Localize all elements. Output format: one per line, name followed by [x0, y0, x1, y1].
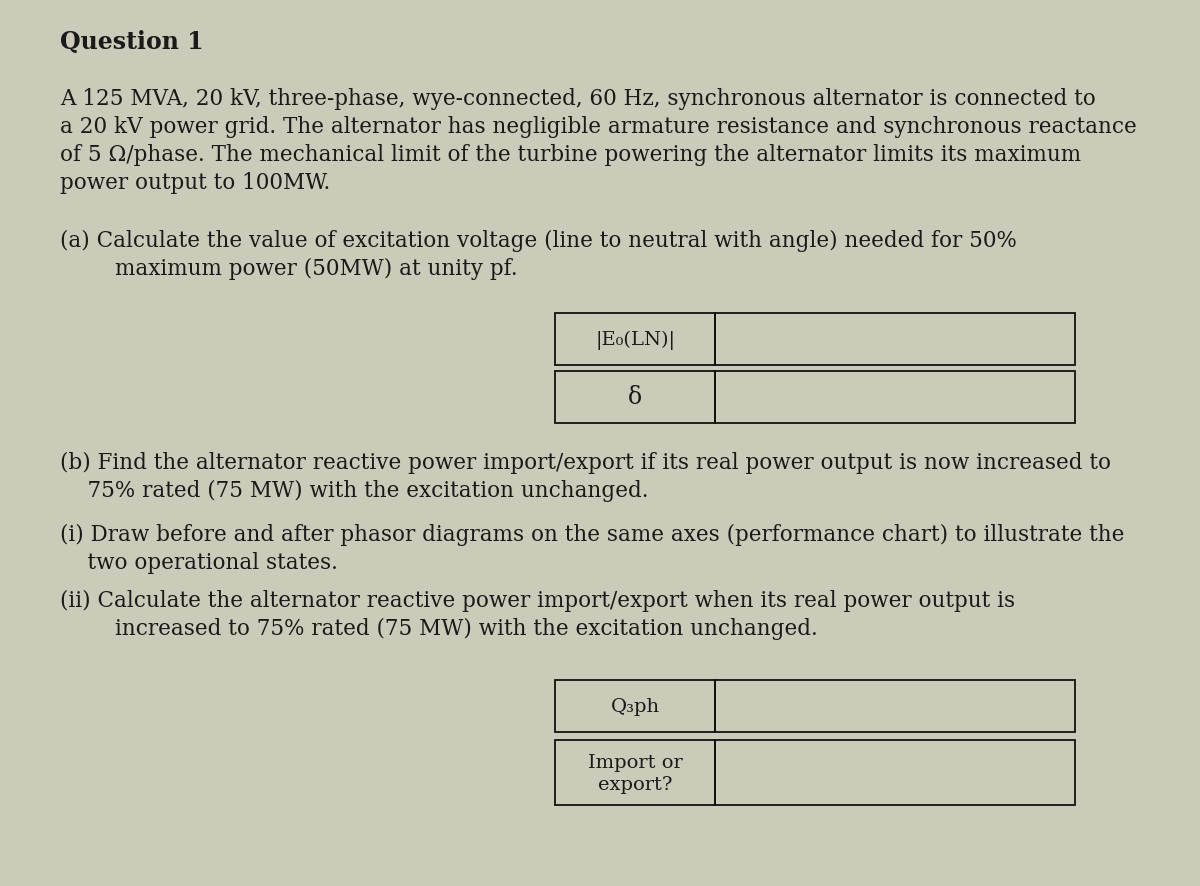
- Text: Question 1: Question 1: [60, 30, 204, 54]
- Bar: [715, 680, 1075, 732]
- Text: maximum power (50MW) at unity pf.: maximum power (50MW) at unity pf.: [60, 258, 517, 280]
- Text: (i) Draw before and after phasor diagrams on the same axes (performance chart) t: (i) Draw before and after phasor diagram…: [60, 524, 1124, 546]
- Text: a 20 kV power grid. The alternator has negligible armature resistance and synchr: a 20 kV power grid. The alternator has n…: [60, 116, 1136, 138]
- Text: Q₃ph: Q₃ph: [611, 697, 660, 715]
- Text: 75% rated (75 MW) with the excitation unchanged.: 75% rated (75 MW) with the excitation un…: [60, 479, 648, 501]
- Text: export?: export?: [598, 775, 672, 794]
- Text: |E₀(LN)|: |E₀(LN)|: [595, 330, 674, 349]
- Bar: [554, 740, 715, 805]
- Bar: [554, 680, 715, 732]
- Text: of 5 Ω/phase. The mechanical limit of the turbine powering the alternator limits: of 5 Ω/phase. The mechanical limit of th…: [60, 144, 1081, 166]
- Bar: [715, 314, 1075, 366]
- Text: two operational states.: two operational states.: [60, 551, 338, 573]
- Bar: [715, 371, 1075, 424]
- Bar: [554, 371, 715, 424]
- Text: increased to 75% rated (75 MW) with the excitation unchanged.: increased to 75% rated (75 MW) with the …: [60, 618, 817, 640]
- Text: δ: δ: [628, 386, 642, 409]
- Bar: [715, 740, 1075, 805]
- Text: power output to 100MW.: power output to 100MW.: [60, 172, 330, 194]
- Text: (ii) Calculate the alternator reactive power import/export when its real power o: (ii) Calculate the alternator reactive p…: [60, 589, 1015, 611]
- Text: Import or: Import or: [588, 754, 683, 772]
- Text: (a) Calculate the value of excitation voltage (line to neutral with angle) neede: (a) Calculate the value of excitation vo…: [60, 229, 1016, 252]
- Text: A 125 MVA, 20 kV, three-phase, wye-connected, 60 Hz, synchronous alternator is c: A 125 MVA, 20 kV, three-phase, wye-conne…: [60, 88, 1096, 110]
- Text: (b) Find the alternator reactive power import/export if its real power output is: (b) Find the alternator reactive power i…: [60, 452, 1111, 473]
- Bar: [554, 314, 715, 366]
